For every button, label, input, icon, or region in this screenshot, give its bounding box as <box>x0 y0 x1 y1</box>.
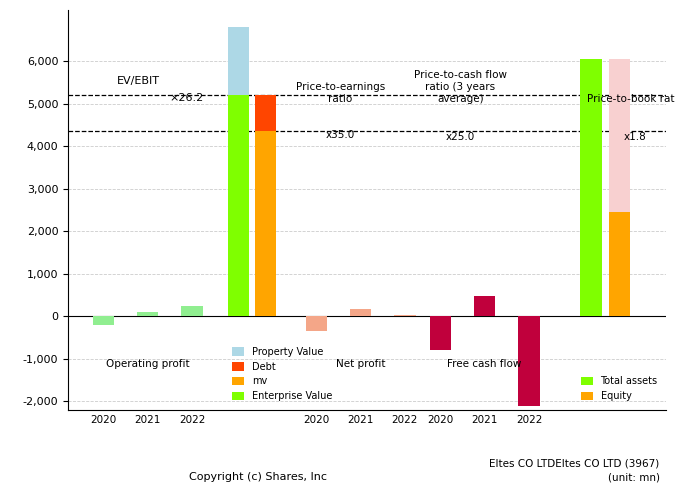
Text: Net profit: Net profit <box>336 359 386 369</box>
Bar <box>430 316 451 350</box>
Text: x25.0: x25.0 <box>445 132 475 142</box>
Bar <box>228 95 250 316</box>
Bar <box>137 312 158 316</box>
Text: Eltes CO LTDEltes CO LTD (3967)
(unit: mn): Eltes CO LTDEltes CO LTD (3967) (unit: m… <box>490 459 660 482</box>
Text: Copyright (c) Shares, Inc: Copyright (c) Shares, Inc <box>190 472 327 482</box>
Bar <box>609 59 630 316</box>
Text: Price-to-cash flow
ratio (3 years
average): Price-to-cash flow ratio (3 years averag… <box>414 70 507 104</box>
Bar <box>518 316 540 406</box>
Bar <box>581 59 602 316</box>
Text: Free cash flow: Free cash flow <box>447 359 522 369</box>
Bar <box>254 95 276 132</box>
Text: x1.8: x1.8 <box>624 132 647 142</box>
Bar <box>254 132 276 316</box>
Text: EV/EBIT: EV/EBIT <box>117 76 160 86</box>
Text: ×26.2: ×26.2 <box>170 94 204 104</box>
Text: Price-to-book rat: Price-to-book rat <box>587 94 674 104</box>
Bar <box>350 309 371 316</box>
Text: Price-to-earnings
ratio: Price-to-earnings ratio <box>296 82 386 104</box>
Bar <box>305 316 327 332</box>
Text: Operating profit: Operating profit <box>106 359 190 369</box>
Bar <box>228 27 250 95</box>
Bar <box>474 296 495 316</box>
Bar <box>93 316 114 325</box>
Bar <box>609 212 630 316</box>
Text: x35.0: x35.0 <box>326 130 355 140</box>
Bar <box>394 314 415 316</box>
Bar <box>182 306 203 316</box>
Legend: Total assets, Equity: Total assets, Equity <box>577 372 662 405</box>
